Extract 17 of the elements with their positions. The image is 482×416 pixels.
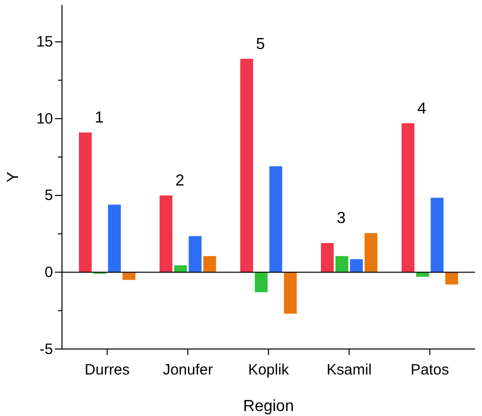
annotation: 5 <box>256 36 266 53</box>
y-tick-label: 5 <box>44 187 53 204</box>
x-tick-label: Jonufer <box>162 362 213 378</box>
annotation: 1 <box>94 109 104 126</box>
y-tick-label: 0 <box>44 264 53 282</box>
x-tick-label: Ksamil <box>326 362 372 378</box>
y-tick-label: 15 <box>36 34 53 51</box>
x-tick-label: Patos <box>410 362 450 378</box>
annotation: 3 <box>336 210 346 228</box>
y-axis-title: Y <box>5 171 22 182</box>
annotation: 2 <box>175 172 184 190</box>
y-tick-label: -5 <box>40 340 53 358</box>
y-tick-label: 10 <box>36 110 53 128</box>
x-tick-label: Koplik <box>248 362 290 378</box>
annotation: 4 <box>417 100 426 118</box>
x-tick-label: Durres <box>84 362 130 378</box>
x-axis-title: Region <box>243 398 294 415</box>
